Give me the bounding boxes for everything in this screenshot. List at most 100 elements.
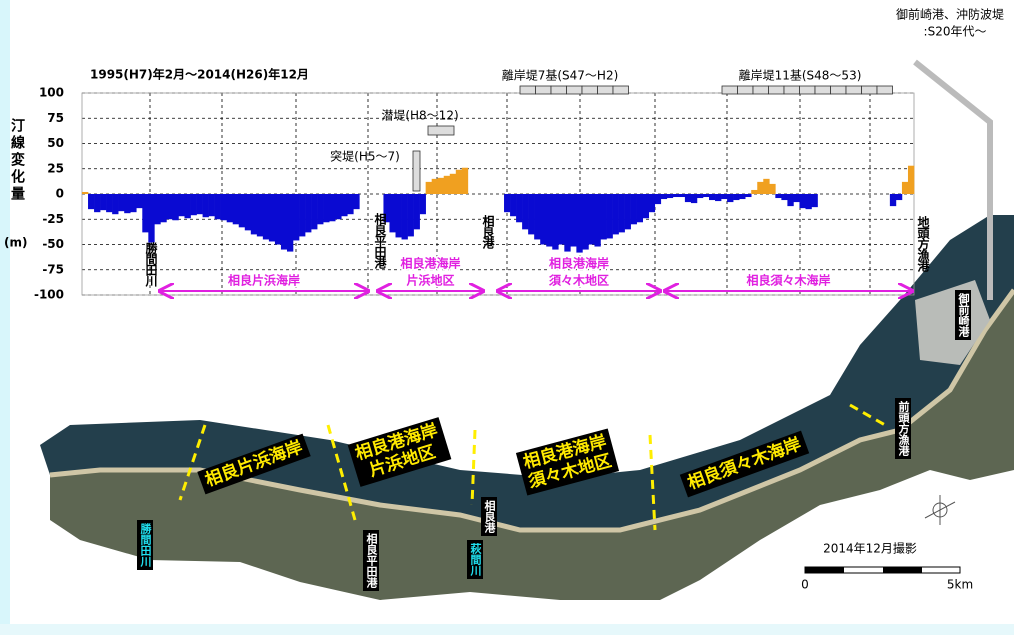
bar [702, 194, 710, 198]
annotation: 潜堤(H8～12) [381, 109, 458, 123]
bar [274, 194, 282, 245]
bar [630, 194, 637, 225]
region-label: 相良港海岸 [549, 256, 609, 271]
breakwater-box [783, 85, 800, 95]
bar [534, 194, 541, 240]
bar [293, 194, 300, 241]
breakwater-box [876, 85, 893, 95]
bar [244, 194, 252, 231]
bar [895, 194, 903, 201]
bar [793, 194, 800, 203]
annotation: 離岸堤11基(S48～53) [739, 69, 862, 83]
bar [178, 194, 185, 217]
bar [112, 194, 119, 215]
bar [437, 177, 445, 194]
bar [166, 194, 173, 220]
place-label: 御前崎港 [955, 290, 971, 340]
y-tick-label: 75 [47, 111, 64, 125]
bar [660, 194, 668, 200]
annotation: 離岸堤7基(S47～H2) [502, 69, 619, 83]
bar [552, 194, 559, 250]
bar [805, 194, 812, 210]
place-label: 前頭方漁港 [895, 398, 911, 459]
scale-label: 0 [801, 578, 809, 592]
bar [118, 194, 125, 212]
bar [311, 194, 318, 230]
jetty [412, 150, 421, 192]
bar [130, 194, 137, 213]
bar [588, 194, 595, 245]
bar [787, 194, 794, 207]
bar [594, 194, 601, 247]
bar [136, 194, 143, 209]
y-tick-label: -50 [42, 237, 64, 251]
bar [504, 194, 511, 213]
bar [612, 194, 619, 235]
breakwater-box [721, 85, 738, 95]
bar [305, 194, 312, 233]
region-label: 相良港海岸 [400, 256, 460, 271]
breakwater-box [830, 85, 847, 95]
bar [226, 194, 234, 223]
bar [389, 194, 396, 233]
bar [624, 194, 631, 230]
bar [618, 194, 625, 233]
location-label: 勝間田川 [144, 242, 158, 286]
bar [739, 194, 746, 200]
bar [383, 194, 390, 223]
bar [648, 194, 656, 213]
note: :S20年代～ [924, 25, 987, 39]
bar [510, 194, 517, 217]
region-label: 相良須々木海岸 [746, 273, 830, 288]
bar [654, 194, 662, 205]
location-label: 相良平田港 [373, 213, 387, 268]
y-tick-label: 25 [47, 161, 64, 175]
bar [202, 194, 209, 218]
bar [407, 194, 414, 237]
bottom-strip [0, 624, 1014, 635]
bar [238, 194, 246, 228]
bar [733, 194, 740, 201]
chart-title: 1995(H7)年2月～2014(H26)年12月 [90, 67, 309, 82]
bar [317, 194, 324, 225]
bar [455, 169, 463, 194]
place-label: 勝間田川 [137, 520, 153, 570]
location-label: 相良港 [481, 215, 495, 248]
bar [124, 194, 131, 214]
breakwater-box [550, 85, 567, 95]
bar [160, 194, 167, 223]
bar [745, 194, 752, 198]
bar [431, 178, 439, 194]
bar [642, 194, 650, 219]
bar [564, 194, 571, 252]
bar [715, 194, 722, 202]
breakwater-box [737, 85, 754, 95]
bar [286, 194, 294, 252]
bar [353, 194, 360, 210]
bar [600, 194, 607, 240]
bar [341, 194, 348, 217]
bar [220, 194, 227, 221]
bar [672, 194, 680, 198]
bar [781, 194, 788, 201]
y-tick-label: 0 [56, 187, 64, 201]
bar [323, 194, 330, 223]
bar [142, 194, 149, 233]
breakwater-box [845, 85, 862, 95]
bar [413, 194, 420, 230]
bar [280, 194, 288, 250]
bar [401, 194, 408, 240]
place-label: 相良港 [481, 497, 497, 536]
y-tick-label: 100 [39, 86, 64, 100]
bar [570, 194, 577, 247]
bar [678, 194, 686, 198]
bar [757, 181, 764, 194]
bar [449, 173, 457, 194]
bar [184, 194, 191, 219]
bar [262, 194, 270, 240]
bar [546, 194, 553, 247]
region-label: 須々木地区 [548, 273, 609, 288]
bar [606, 194, 613, 239]
y-unit: (m) [4, 236, 27, 250]
